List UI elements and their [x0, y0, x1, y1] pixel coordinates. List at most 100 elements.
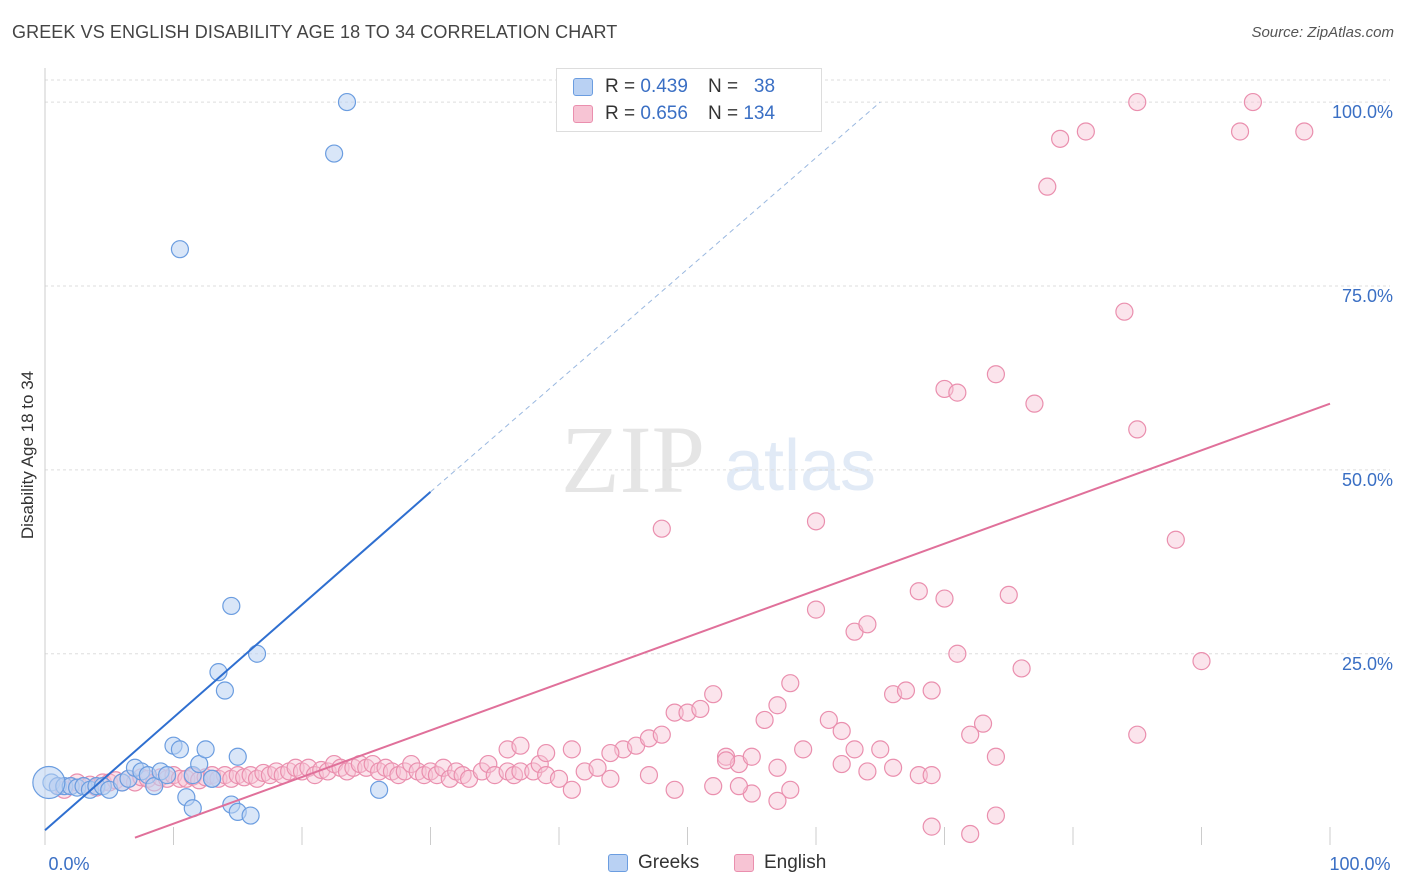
greeks-swatch: [573, 78, 593, 96]
stats-legend: R = 0.439 N = 38 R = 0.656 N = 134: [556, 68, 822, 132]
english-point: [768, 696, 787, 715]
english-point: [871, 740, 890, 759]
english-point: [1192, 652, 1211, 671]
english-point: [986, 747, 1006, 766]
english-point: [909, 766, 928, 785]
english-point: [511, 762, 530, 781]
english-point: [1243, 92, 1263, 112]
english-point: [742, 747, 761, 766]
english-point: [768, 791, 787, 810]
legend-greeks-label: Greeks: [638, 852, 700, 873]
watermark-atlas: atlas: [724, 426, 876, 506]
greeks-point: [337, 92, 357, 112]
english-point: [794, 740, 813, 759]
english-point: [601, 743, 620, 763]
english-point: [1230, 122, 1250, 141]
english-point: [896, 681, 916, 700]
english-point: [755, 710, 774, 730]
english-point: [858, 762, 877, 781]
x-tick-label-max: 100.0%: [1329, 854, 1390, 874]
english-point: [588, 758, 607, 777]
english-point: [922, 766, 941, 785]
greeks-point: [370, 780, 389, 799]
legend-english-label: English: [764, 852, 827, 873]
english-point: [961, 824, 980, 844]
stats-row-english: R = 0.656 N = 134: [573, 102, 775, 126]
english-point: [1012, 659, 1031, 678]
greeks-point: [325, 144, 344, 163]
greeks-point: [202, 769, 222, 788]
english-point: [1166, 530, 1185, 549]
english-point: [832, 721, 851, 741]
english-point: [961, 725, 980, 744]
english-trend-line: [134, 402, 1331, 839]
english-point: [511, 736, 530, 755]
english-point: [562, 740, 581, 759]
greeks-point: [170, 740, 190, 759]
english-r-value: 0.656: [640, 103, 688, 124]
english-point: [806, 600, 826, 619]
watermark: ZIP atlas: [561, 406, 876, 513]
english-point: [1051, 129, 1070, 148]
english-point: [704, 685, 723, 704]
english-point: [1025, 394, 1044, 413]
english-point: [973, 714, 993, 733]
greeks-point: [247, 644, 267, 663]
trend-lines: [44, 101, 1331, 839]
legend-item-greeks[interactable]: Greeks: [608, 852, 699, 874]
english-point: [781, 780, 800, 799]
english-point: [1128, 92, 1147, 112]
english-point: [691, 699, 710, 719]
english-point: [402, 754, 421, 774]
axes: [44, 68, 1331, 845]
english-point: [999, 585, 1018, 605]
x-tick-label-min: 0.0%: [48, 854, 89, 874]
english-point: [665, 780, 684, 799]
english-point: [1128, 420, 1147, 439]
english-point: [858, 615, 877, 634]
english-point: [922, 681, 941, 700]
english-point: [1128, 725, 1147, 744]
legend-item-english[interactable]: English: [734, 852, 826, 874]
greeks-n-label: N =: [707, 76, 739, 97]
tick-labels: 25.0% 50.0% 75.0% 100.0% 0.0% 100.0%: [48, 102, 1393, 874]
english-point: [639, 766, 659, 785]
english-point: [549, 769, 569, 788]
greeks-point: [215, 681, 234, 700]
greeks-point: [157, 766, 177, 785]
english-point: [768, 758, 787, 777]
series-legend: Greeks English: [0, 852, 1406, 878]
greeks-point: [241, 806, 260, 825]
english-point: [1038, 177, 1057, 196]
y-tick-label: 25.0%: [1342, 654, 1393, 674]
greeks-trend-extension: [430, 101, 881, 493]
chart-title: GREEK VS ENGLISH DISABILITY AGE 18 TO 34…: [12, 22, 618, 42]
greeks-points: [32, 92, 389, 825]
stats-row-greeks: R = 0.439 N = 38: [573, 75, 775, 99]
legend-english-swatch: [734, 854, 754, 872]
legend-greeks-swatch: [608, 854, 628, 872]
english-point: [601, 769, 620, 788]
english-point: [530, 754, 549, 774]
english-point: [806, 512, 826, 531]
english-point: [1115, 302, 1134, 321]
english-n-value: 134: [743, 103, 776, 124]
greeks-point: [228, 747, 247, 766]
english-point: [729, 777, 749, 796]
english-point: [479, 754, 498, 774]
greeks-trend-line: [44, 491, 432, 832]
source-label: Source: ZipAtlas.com: [1251, 24, 1394, 41]
english-point: [845, 740, 864, 759]
grid: [45, 79, 1390, 655]
greeks-point: [170, 240, 190, 259]
y-tick-label: 75.0%: [1342, 286, 1393, 306]
english-point: [395, 762, 414, 781]
english-point: [948, 383, 967, 402]
english-point: [948, 644, 967, 663]
english-r-label: R =: [605, 103, 636, 124]
english-point: [883, 758, 903, 777]
english-point: [832, 754, 851, 774]
greeks-point: [196, 740, 215, 759]
watermark-zip: ZIP: [561, 406, 705, 513]
english-point: [819, 710, 838, 730]
